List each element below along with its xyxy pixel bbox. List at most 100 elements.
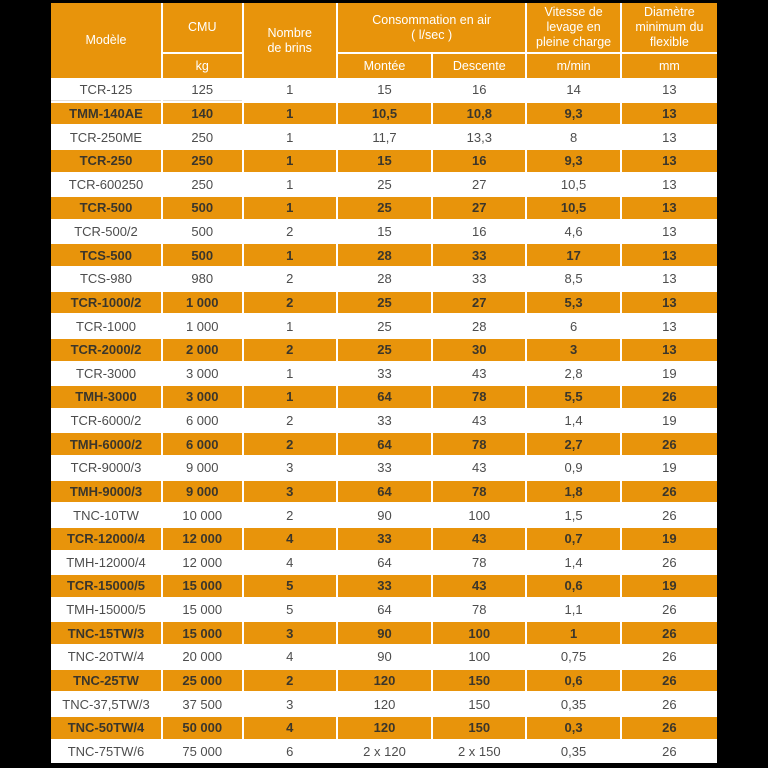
cell-model: TNC-37,5TW/3 — [51, 693, 161, 715]
cell-vitesse: 1,4 — [527, 551, 620, 574]
cell-montee: 33 — [337, 409, 432, 432]
spec-table: Modèle CMU kg Nombre de brins Consommati… — [51, 3, 717, 764]
cell-brins: 4 — [243, 527, 336, 550]
cell-diametre: 26 — [621, 716, 717, 739]
cell-descente: 43 — [433, 527, 526, 550]
header-cell-modele: Modèle — [51, 3, 161, 78]
table-row: TCR-2000/2 2 000 2 25 30 3 13 — [51, 337, 717, 362]
table-row: TNC-10TW 10 000 2 90 100 1,5 26 — [51, 503, 717, 527]
cell-montee: 15 — [337, 220, 432, 243]
cell-vitesse: 0,35 — [527, 740, 620, 763]
cell-descente: 150 — [433, 716, 526, 739]
table-row: TCR-500 500 1 25 27 10,5 13 — [51, 196, 717, 220]
cell-brins: 3 — [243, 480, 336, 503]
table-row: TMH-3000 3 000 1 64 78 5,5 26 — [51, 385, 717, 409]
cell-descente: 150 — [433, 669, 526, 692]
cell-model: TCR-3000 — [51, 362, 161, 385]
cell-vitesse: 8,5 — [527, 268, 620, 290]
cell-vitesse: 1,5 — [527, 504, 620, 526]
cell-vitesse: 1,1 — [527, 598, 620, 621]
cell-diametre: 13 — [621, 173, 717, 196]
header-cell-cmu-unit: kg — [162, 54, 242, 78]
cell-montee: 64 — [337, 386, 432, 408]
cell-brins: 4 — [243, 646, 336, 668]
cell-brins: 3 — [243, 693, 336, 715]
table-row: TCR-15000/5 15 000 5 33 43 0,6 19 — [51, 574, 717, 598]
table-row: TNC-25TW 25 000 2 120 150 0,6 26 — [51, 668, 717, 693]
cell-montee: 11,7 — [337, 126, 432, 148]
cell-vitesse: 0,6 — [527, 575, 620, 597]
cell-vitesse: 2,7 — [527, 433, 620, 455]
cell-brins: 2 — [243, 338, 336, 361]
table-row-inner: TCR-250ME 250 1 11,7 13,3 8 13 — [51, 126, 717, 148]
cell-montee: 64 — [337, 598, 432, 621]
table-row: TCR-1000 1 000 1 25 28 6 13 — [51, 314, 717, 338]
cell-montee: 25 — [337, 338, 432, 361]
cell-diametre: 26 — [621, 504, 717, 526]
cell-vitesse: 0,7 — [527, 527, 620, 550]
cell-cmu: 75 000 — [162, 740, 242, 763]
cell-cmu: 500 — [162, 197, 242, 219]
cell-cmu: 250 — [162, 173, 242, 196]
cell-vitesse: 4,6 — [527, 220, 620, 243]
cell-cmu: 9 000 — [162, 457, 242, 479]
cell-diametre: 13 — [621, 315, 717, 337]
cell-brins: 4 — [243, 716, 336, 739]
cell-brins: 3 — [243, 622, 336, 644]
cell-vitesse: 9,3 — [527, 102, 620, 125]
cell-brins: 1 — [243, 102, 336, 125]
table-row: TNC-50TW/4 50 000 4 120 150 0,3 26 — [51, 715, 717, 740]
cell-model: TMM-140AE — [51, 102, 161, 125]
cell-cmu: 6 000 — [162, 409, 242, 432]
cell-model: TNC-15TW/3 — [51, 622, 161, 644]
cell-vitesse: 0,3 — [527, 716, 620, 739]
header-cell-diametre: Diamètre minimum du flexible — [621, 3, 717, 52]
header-cell-montee: Montée — [337, 54, 432, 78]
table-row-inner: TMH-9000/3 9 000 3 64 78 1,8 26 — [51, 480, 717, 503]
cell-diametre: 19 — [621, 527, 717, 550]
table-row: TCR-12000/4 12 000 4 33 43 0,7 19 — [51, 526, 717, 551]
cell-model: TNC-75TW/6 — [51, 740, 161, 763]
cell-diametre: 13 — [621, 244, 717, 266]
cell-vitesse: 10,5 — [527, 197, 620, 219]
table-row-inner: TCR-600250 250 1 25 27 10,5 13 — [51, 173, 717, 196]
cell-vitesse: 2,8 — [527, 362, 620, 385]
cell-vitesse: 10,5 — [527, 173, 620, 196]
table-row: TCR-250ME 250 1 11,7 13,3 8 13 — [51, 125, 717, 149]
cell-model: TCR-500/2 — [51, 220, 161, 243]
cell-model: TMH-9000/3 — [51, 480, 161, 503]
table-row-inner: TMH-3000 3 000 1 64 78 5,5 26 — [51, 386, 717, 408]
cell-descente: 43 — [433, 409, 526, 432]
cell-model: TNC-10TW — [51, 504, 161, 526]
cell-descente: 33 — [433, 244, 526, 266]
cell-montee: 33 — [337, 362, 432, 385]
cell-diametre: 13 — [621, 338, 717, 361]
table-row-inner: TCR-9000/3 9 000 3 33 43 0,9 19 — [51, 457, 717, 479]
cell-diametre: 19 — [621, 457, 717, 479]
cell-montee: 15 — [337, 149, 432, 172]
cell-diametre: 13 — [621, 79, 717, 101]
cell-descente: 100 — [433, 646, 526, 668]
cell-diametre: 26 — [621, 693, 717, 715]
cell-vitesse: 0,9 — [527, 457, 620, 479]
cell-descente: 33 — [433, 268, 526, 290]
cell-cmu: 37 500 — [162, 693, 242, 715]
cell-diametre: 13 — [621, 126, 717, 148]
cell-cmu: 500 — [162, 244, 242, 266]
cell-brins: 1 — [243, 197, 336, 219]
table-row: TCS-500 500 1 28 33 17 13 — [51, 243, 717, 267]
cell-descente: 10,8 — [433, 102, 526, 125]
cell-diametre: 26 — [621, 480, 717, 503]
table-row-inner: TCR-6000/2 6 000 2 33 43 1,4 19 — [51, 409, 717, 432]
cell-cmu: 10 000 — [162, 504, 242, 526]
table-row-inner: TNC-37,5TW/3 37 500 3 120 150 0,35 26 — [51, 693, 717, 715]
cell-cmu: 20 000 — [162, 646, 242, 668]
cell-diametre: 13 — [621, 291, 717, 314]
cell-brins: 2 — [243, 291, 336, 314]
cell-montee: 90 — [337, 504, 432, 526]
cell-cmu: 3 000 — [162, 362, 242, 385]
cell-diametre: 13 — [621, 268, 717, 290]
cell-vitesse: 0,75 — [527, 646, 620, 668]
cell-cmu: 12 000 — [162, 551, 242, 574]
